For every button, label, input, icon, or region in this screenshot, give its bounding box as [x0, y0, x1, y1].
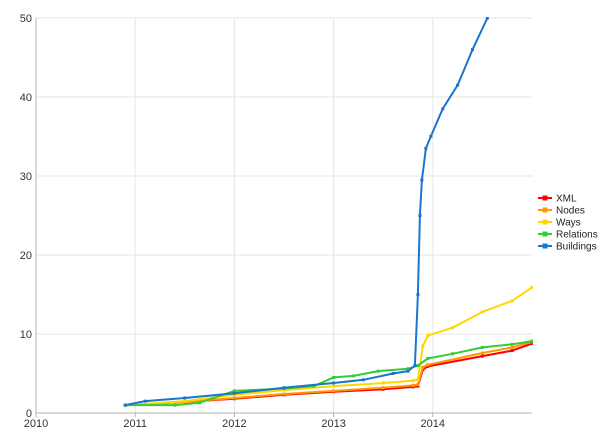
data-point-relations: [416, 364, 420, 368]
data-point-ways: [480, 310, 484, 314]
data-point-buildings: [282, 386, 286, 390]
data-point-xml: [426, 364, 430, 368]
data-point-relations: [376, 369, 380, 373]
data-point-ways: [183, 399, 187, 403]
data-point-ways: [332, 384, 336, 388]
data-point-relations: [480, 345, 484, 349]
data-point-relations: [510, 342, 514, 346]
data-point-buildings: [183, 396, 187, 400]
data-point-buildings: [429, 135, 433, 138]
data-point-nodes: [416, 383, 420, 387]
data-point-relations: [173, 403, 177, 407]
series-buildings: [123, 17, 489, 407]
series-line-ways: [125, 286, 533, 407]
data-point-buildings: [418, 214, 422, 217]
data-point-buildings: [441, 107, 445, 111]
legend-label: Buildings: [556, 242, 597, 253]
data-point-buildings: [232, 391, 236, 395]
data-point-buildings: [143, 399, 147, 403]
data-point-ways: [421, 344, 425, 348]
legend-label: XML: [556, 194, 577, 205]
axis-layer: 2010 2011 2012 2013 2014 0 10 20 30 40 50: [20, 13, 532, 430]
data-point-relations: [451, 352, 455, 356]
legend-swatch-marker: [542, 219, 548, 225]
legend-item-xml: XML: [538, 194, 577, 205]
data-point-nodes: [381, 386, 385, 390]
legend-item-ways: Ways: [538, 218, 581, 229]
data-point-nodes: [421, 365, 425, 369]
data-point-xml: [530, 341, 533, 345]
legend-swatch-marker: [542, 231, 548, 237]
y-tick-label: 40: [20, 92, 32, 104]
data-point-ways: [232, 393, 236, 397]
data-point-xml: [416, 384, 420, 388]
y-tick-label: 50: [20, 13, 32, 25]
data-point-relations: [198, 401, 202, 405]
data-point-ways: [411, 379, 415, 383]
data-point-nodes: [510, 345, 514, 349]
data-point-relations: [232, 389, 236, 393]
data-point-nodes: [480, 351, 484, 355]
x-tick-label: 2013: [321, 418, 345, 430]
data-point-buildings: [470, 48, 474, 52]
y-tick-label: 20: [20, 250, 32, 262]
legend-item-nodes: Nodes: [538, 206, 585, 217]
series-layer: [123, 17, 533, 407]
data-point-buildings: [424, 146, 428, 150]
data-point-buildings: [406, 369, 410, 373]
data-point-buildings: [391, 372, 395, 375]
data-point-buildings: [420, 178, 424, 182]
data-point-buildings: [416, 293, 420, 296]
legend-swatch-marker: [542, 243, 548, 249]
x-tick-label: 2010: [24, 418, 48, 430]
data-point-nodes: [411, 383, 415, 387]
data-point-xml: [480, 354, 484, 358]
data-point-relations: [530, 339, 533, 343]
data-point-buildings: [456, 83, 460, 87]
data-point-buildings: [413, 364, 417, 368]
legend-swatch-marker: [542, 195, 548, 201]
legend-label: Ways: [556, 218, 581, 229]
data-point-relations: [351, 374, 355, 378]
series-line-relations: [125, 340, 533, 407]
data-point-ways: [426, 334, 430, 338]
data-point-xml: [411, 385, 415, 389]
x-tick-label: 2014: [421, 418, 445, 430]
data-point-relations: [406, 367, 410, 371]
data-point-ways: [282, 388, 286, 392]
data-point-nodes: [282, 392, 286, 396]
data-point-nodes: [232, 396, 236, 400]
data-point-xml: [510, 349, 514, 353]
data-point-ways: [416, 378, 420, 382]
legend-item-relations: Relations: [538, 230, 598, 241]
x-tick-label: 2011: [123, 418, 147, 430]
x-tick-label: 2012: [222, 418, 246, 430]
data-point-xml: [381, 387, 385, 391]
data-point-buildings: [361, 378, 365, 382]
data-point-nodes: [426, 363, 430, 367]
data-point-ways: [510, 299, 514, 303]
data-point-ways: [451, 326, 455, 330]
data-point-ways: [381, 381, 385, 385]
data-point-relations: [332, 375, 336, 379]
data-point-ways: [530, 285, 533, 289]
series-nodes: [123, 340, 533, 407]
legend-label: Relations: [556, 230, 598, 241]
legend-swatch-marker: [542, 207, 548, 213]
data-point-buildings: [123, 403, 127, 407]
data-point-nodes: [332, 389, 336, 393]
legend-item-buildings: Buildings: [538, 242, 597, 253]
y-tick-label: 0: [26, 408, 32, 420]
data-point-relations: [312, 384, 316, 388]
data-point-buildings: [485, 17, 489, 20]
y-tick-label: 30: [20, 171, 32, 183]
y-tick-label: 10: [20, 329, 32, 341]
data-point-relations: [426, 356, 430, 360]
legend-label: Nodes: [556, 206, 585, 217]
data-point-buildings: [332, 381, 336, 385]
